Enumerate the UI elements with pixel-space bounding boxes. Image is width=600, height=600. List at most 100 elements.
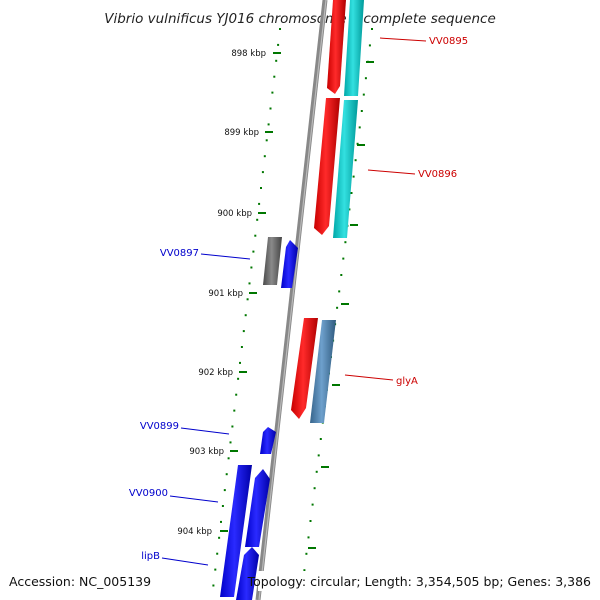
tick-marks <box>220 52 374 549</box>
footer-left-backdrop <box>4 571 149 591</box>
minor-tick <box>248 282 251 285</box>
minor-tick <box>223 489 226 492</box>
gene-VV0897-feature[interactable] <box>263 237 282 285</box>
minor-tick <box>212 584 215 587</box>
minor-tick <box>336 306 339 309</box>
minor-tick <box>356 142 359 145</box>
minor-tick <box>216 552 219 555</box>
minor-tick <box>246 298 249 301</box>
minor-tick <box>364 77 367 80</box>
leader-VV0900 <box>169 495 219 503</box>
gene-VV0896-cds[interactable] <box>314 98 340 235</box>
minor-tick <box>315 470 318 473</box>
minor-tick <box>358 126 361 129</box>
minor-tick <box>348 208 351 211</box>
minor-tick <box>350 192 353 194</box>
map-title: Vibrio vulnificus YJ016 chromosome I, co… <box>104 11 496 27</box>
minor-tick <box>225 473 228 476</box>
label-VV0896[interactable]: VV0896 <box>418 169 457 180</box>
gene-VV0900-feature[interactable] <box>220 465 252 597</box>
gene-VV0900-cds[interactable] <box>245 469 270 547</box>
minor-tick <box>237 377 240 380</box>
minor-tick <box>319 438 322 440</box>
label-VV0900[interactable]: VV0900 <box>129 488 168 499</box>
minor-tick <box>371 28 373 30</box>
leader-VV0899 <box>180 427 230 435</box>
label-VV0897[interactable]: VV0897 <box>160 248 199 259</box>
leader-VV0895 <box>379 37 427 42</box>
leader-glyA <box>344 374 394 381</box>
minor-tick <box>307 536 310 539</box>
minor-tick <box>260 187 262 189</box>
tick-label-900: 900 kbp <box>217 209 252 219</box>
minor-tick <box>218 536 221 539</box>
minor-tick <box>231 425 234 428</box>
leader-lipB <box>161 557 209 566</box>
leader-VV0896 <box>367 169 416 175</box>
minor-tick <box>340 274 343 276</box>
minor-tick <box>235 393 238 396</box>
tick-label-898: 898 kbp <box>231 49 266 59</box>
minor-tick <box>362 93 365 96</box>
gene-labels: VV0895 VV0896 VV0897 glyA VV0899 VV0900 … <box>129 36 468 566</box>
minor-tick <box>311 503 314 506</box>
minor-tick <box>269 107 272 110</box>
reverse-strand-features <box>291 0 364 423</box>
minor-tick <box>244 314 247 317</box>
minor-tick <box>368 44 371 47</box>
gene-glyA-feature[interactable] <box>310 320 336 423</box>
topology-text: Topology: circular; Length: 3,354,505 bp… <box>247 574 591 589</box>
gene-VV0896-feature[interactable] <box>333 100 358 238</box>
minor-tick <box>229 441 232 444</box>
label-VV0899[interactable]: VV0899 <box>140 421 179 432</box>
minor-tick <box>220 520 222 523</box>
minor-tick <box>221 505 224 507</box>
minor-tick <box>305 552 308 555</box>
minor-tick <box>250 266 253 269</box>
minor-tick <box>263 155 266 158</box>
footer-right-backdrop <box>258 571 596 591</box>
gene-glyA-cds[interactable] <box>291 318 318 419</box>
tick-label-899: 899 kbp <box>224 128 259 138</box>
minor-tick <box>352 175 355 178</box>
minor-tick <box>279 28 281 30</box>
minor-tick <box>254 234 257 237</box>
minor-tick <box>267 123 270 126</box>
gene-VV0895-cds[interactable] <box>327 0 346 94</box>
minor-tick <box>214 568 217 571</box>
tick-dots-left <box>212 28 281 587</box>
minor-tick <box>275 59 278 62</box>
tick-label-903: 903 kbp <box>189 447 224 457</box>
minor-tick <box>240 346 243 348</box>
gene-VV0897-cds[interactable] <box>281 240 298 288</box>
minor-tick <box>227 457 230 460</box>
minor-tick <box>258 202 261 205</box>
minor-tick <box>303 569 306 572</box>
minor-tick <box>354 159 357 162</box>
minor-tick <box>342 257 345 260</box>
minor-tick <box>271 91 274 94</box>
minor-tick <box>309 520 312 522</box>
tick-label-904: 904 kbp <box>177 527 212 537</box>
accession-text: Accession: NC_005139 <box>9 574 151 589</box>
minor-tick <box>273 75 276 78</box>
label-glyA[interactable]: glyA <box>396 376 418 387</box>
minor-tick <box>256 218 259 221</box>
gene-VV0895-feature[interactable] <box>344 0 364 96</box>
forward-strand-features <box>220 237 298 600</box>
gene-lipB-cds[interactable] <box>236 547 259 600</box>
minor-tick <box>338 290 341 293</box>
minor-tick <box>239 361 241 364</box>
minor-tick <box>313 487 316 490</box>
backbone-highlight <box>258 0 327 600</box>
minor-tick <box>265 139 268 142</box>
gene-VV0899-cds[interactable] <box>260 427 276 454</box>
label-VV0895[interactable]: VV0895 <box>429 36 468 47</box>
label-lipB[interactable]: lipB <box>141 551 160 562</box>
leader-VV0897 <box>200 253 251 260</box>
minor-tick <box>317 454 320 457</box>
backbone <box>255 0 328 600</box>
minor-tick <box>360 110 363 112</box>
minor-tick <box>233 409 236 412</box>
